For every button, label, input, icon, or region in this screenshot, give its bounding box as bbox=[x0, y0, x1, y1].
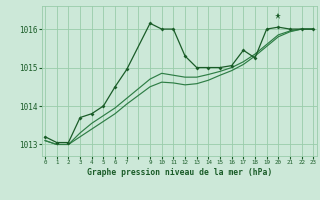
X-axis label: Graphe pression niveau de la mer (hPa): Graphe pression niveau de la mer (hPa) bbox=[87, 168, 272, 177]
